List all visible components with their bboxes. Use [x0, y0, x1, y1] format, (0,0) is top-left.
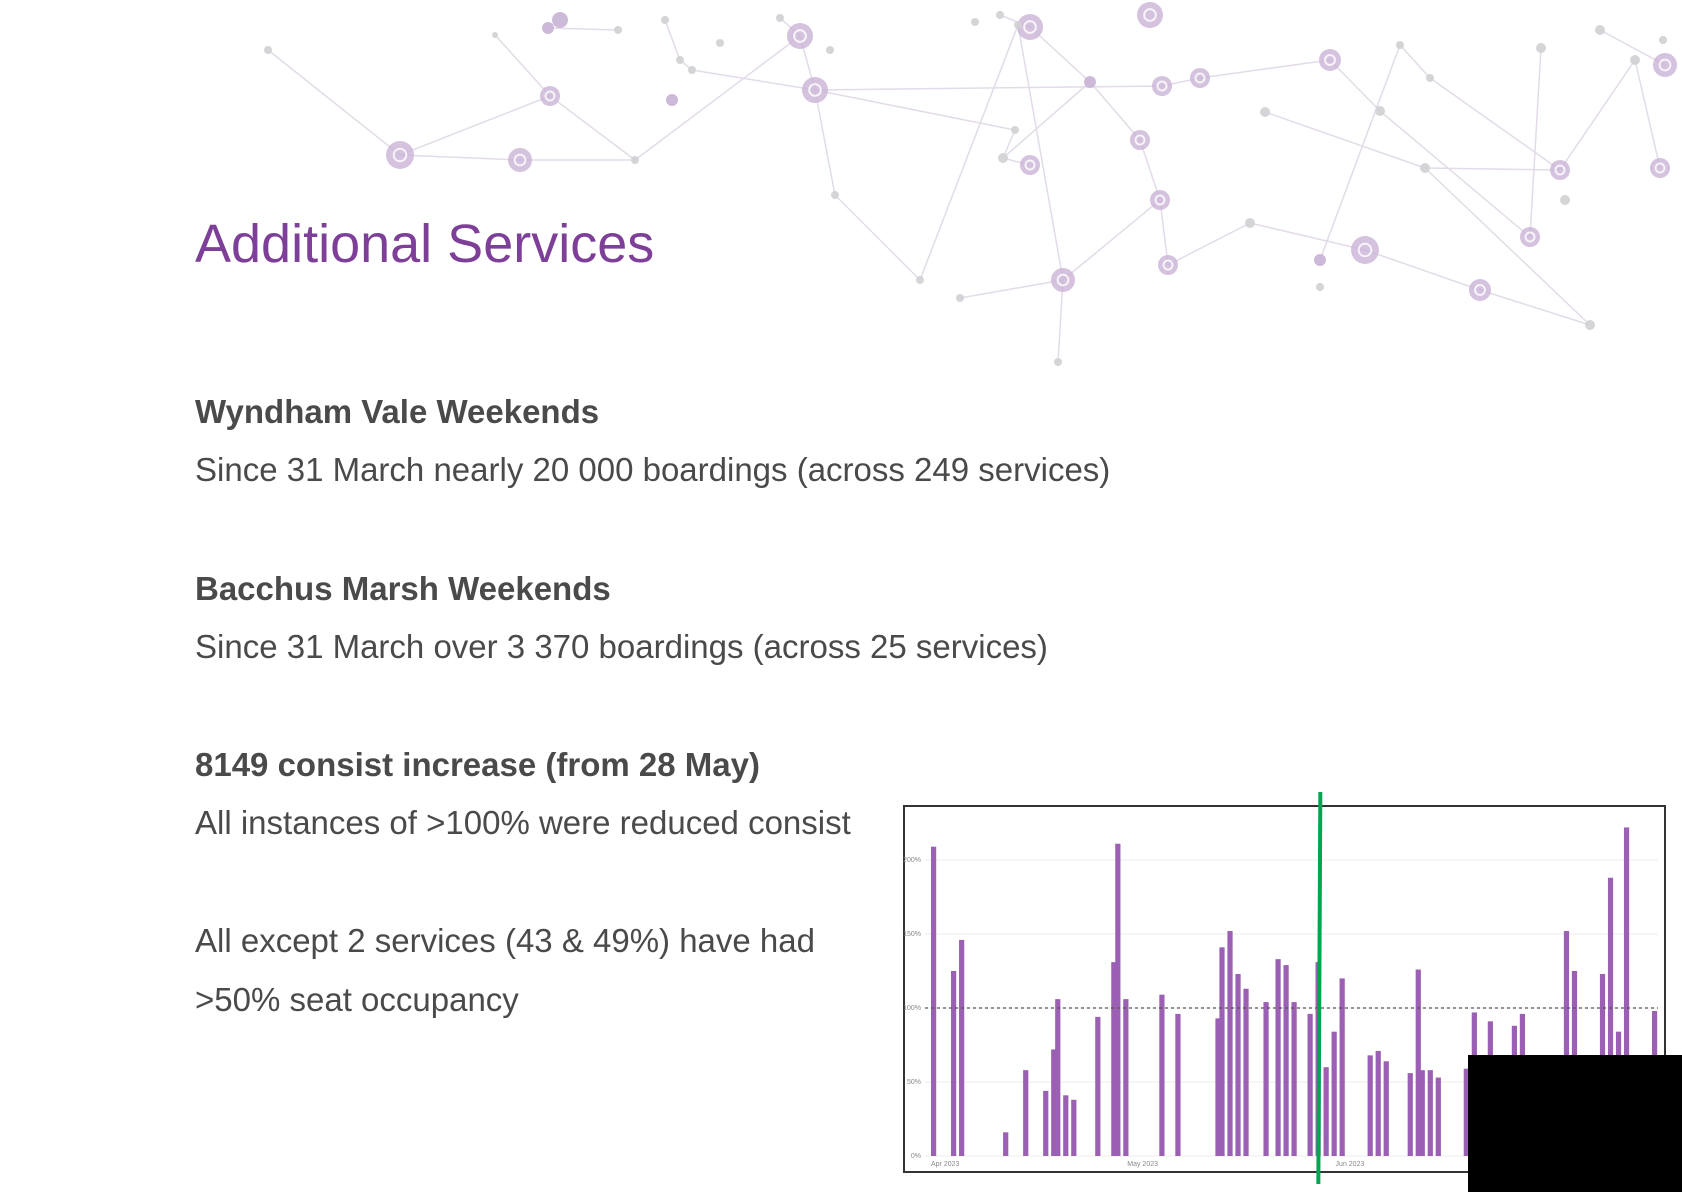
- bar: [1283, 965, 1289, 1156]
- bar: [1243, 988, 1249, 1156]
- bar: [1215, 1018, 1221, 1156]
- bar: [1071, 1099, 1077, 1156]
- bar: [1055, 999, 1061, 1156]
- network-lines: [267, 14, 1666, 363]
- bar: [1175, 1013, 1181, 1156]
- section-heading-wyndham-vale: Wyndham Vale Weekends: [195, 393, 600, 430]
- bar: [1563, 931, 1570, 1156]
- bar: [1051, 1049, 1057, 1156]
- consist-reduced-text: All instances of >100% were reduced cons…: [195, 804, 851, 841]
- bar: [1095, 1016, 1101, 1156]
- y-tick-label: 150%: [903, 931, 921, 938]
- y-tick-label: 50%: [907, 1079, 921, 1086]
- y-tick-label: 100%: [903, 1005, 921, 1012]
- bar: [1435, 1077, 1441, 1156]
- bar: [1331, 1031, 1337, 1156]
- seat-occupancy-text-line-2: >50% seat occupancy: [195, 981, 519, 1018]
- bar: [1463, 1068, 1469, 1156]
- x-tick-label: Jun 2023: [1336, 1161, 1365, 1168]
- bar: [1367, 1055, 1373, 1156]
- y-tick-label: 0%: [911, 1153, 921, 1160]
- consist-change-marker-line: [1316, 791, 1323, 1185]
- bar: [1159, 994, 1165, 1156]
- bar: [931, 846, 937, 1156]
- seat-occupancy-text-line-1: All except 2 services (43 & 49%) have ha…: [195, 922, 815, 959]
- bar: [1219, 947, 1225, 1156]
- bar: [1415, 969, 1421, 1156]
- bar: [1263, 1002, 1269, 1156]
- bar: [1339, 978, 1345, 1156]
- bar: [959, 939, 965, 1156]
- bar: [1383, 1061, 1389, 1156]
- x-tick-label: May 2023: [1127, 1161, 1158, 1168]
- section-heading-consist-increase: 8149 consist increase (from 28 May): [195, 746, 760, 783]
- bar: [1407, 1073, 1413, 1156]
- bar: [1623, 827, 1630, 1156]
- bar: [951, 971, 957, 1156]
- y-tick-label: 200%: [903, 857, 921, 864]
- bar: [1307, 1013, 1313, 1156]
- bar: [1427, 1070, 1433, 1156]
- bar: [1235, 973, 1241, 1156]
- bar: [1275, 959, 1281, 1156]
- bar: [1291, 1002, 1297, 1156]
- bar: [1123, 999, 1129, 1156]
- bar: [1227, 931, 1233, 1156]
- slide-title: Additional Services: [195, 214, 655, 274]
- bar: [1323, 1067, 1329, 1156]
- network-nodes: [264, 2, 1677, 366]
- black-corner-block: [1468, 1055, 1682, 1192]
- bar: [1003, 1132, 1009, 1156]
- bar: [1023, 1070, 1029, 1156]
- bar: [1375, 1050, 1381, 1156]
- bar: [1115, 843, 1121, 1156]
- bar: [1063, 1095, 1069, 1156]
- network-background-decoration: [264, 2, 1677, 366]
- x-tick-label: Apr 2023: [931, 1161, 960, 1168]
- bar: [1607, 877, 1614, 1156]
- section-heading-bacchus-marsh: Bacchus Marsh Weekends: [195, 570, 611, 607]
- bar: [1419, 1070, 1425, 1156]
- bar: [1043, 1090, 1049, 1156]
- bar: [1111, 962, 1117, 1156]
- bacchus-marsh-boardings-text: Since 31 March over 3 370 boardings (acr…: [195, 628, 1048, 665]
- wyndham-vale-boardings-text: Since 31 March nearly 20 000 boardings (…: [195, 451, 1111, 488]
